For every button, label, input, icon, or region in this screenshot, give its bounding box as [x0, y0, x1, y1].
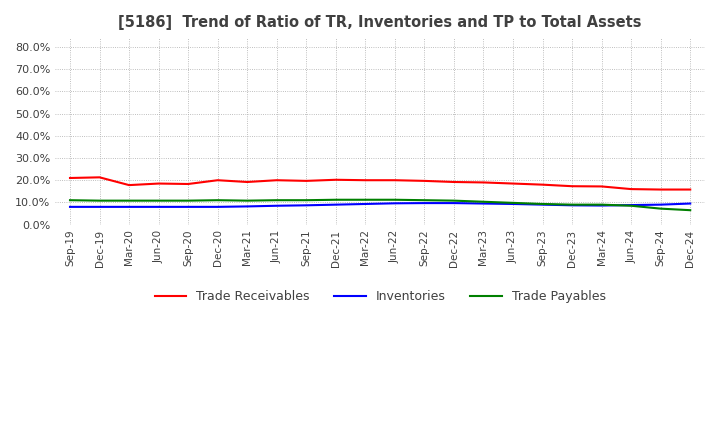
Trade Receivables [480, 180, 488, 185]
Trade Receivables [361, 178, 369, 183]
Inventories [539, 202, 547, 207]
Line: Inventories: Inventories [70, 203, 690, 207]
Trade Payables [627, 203, 636, 209]
Trade Payables [213, 198, 222, 203]
Trade Receivables [302, 178, 310, 183]
Legend: Trade Receivables, Inventories, Trade Payables: Trade Receivables, Inventories, Trade Pa… [150, 285, 611, 308]
Trade Payables [568, 202, 577, 207]
Trade Payables [243, 198, 251, 203]
Trade Payables [686, 208, 695, 213]
Inventories [449, 201, 458, 206]
Line: Trade Receivables: Trade Receivables [70, 177, 690, 190]
Trade Payables [480, 199, 488, 205]
Inventories [243, 204, 251, 209]
Inventories [272, 203, 281, 209]
Inventories [657, 202, 665, 207]
Trade Payables [598, 202, 606, 207]
Line: Trade Payables: Trade Payables [70, 200, 690, 210]
Inventories [125, 204, 133, 209]
Trade Receivables [66, 176, 74, 181]
Trade Receivables [243, 180, 251, 185]
Trade Receivables [213, 178, 222, 183]
Trade Receivables [125, 183, 133, 188]
Trade Payables [539, 202, 547, 207]
Trade Payables [509, 200, 518, 205]
Trade Receivables [539, 182, 547, 187]
Trade Payables [154, 198, 163, 203]
Trade Receivables [95, 175, 104, 180]
Trade Payables [272, 198, 281, 203]
Trade Receivables [272, 178, 281, 183]
Trade Payables [184, 198, 192, 203]
Inventories [184, 204, 192, 209]
Trade Receivables [509, 181, 518, 186]
Trade Receivables [686, 187, 695, 192]
Trade Payables [449, 198, 458, 203]
Inventories [686, 201, 695, 206]
Inventories [331, 202, 340, 207]
Inventories [627, 202, 636, 208]
Trade Receivables [627, 187, 636, 192]
Inventories [420, 201, 428, 206]
Trade Receivables [154, 181, 163, 186]
Inventories [66, 204, 74, 209]
Trade Receivables [568, 183, 577, 189]
Trade Payables [95, 198, 104, 203]
Trade Receivables [598, 184, 606, 189]
Inventories [361, 202, 369, 207]
Trade Payables [390, 197, 399, 202]
Trade Receivables [420, 178, 428, 183]
Trade Payables [125, 198, 133, 203]
Trade Payables [361, 197, 369, 202]
Title: [5186]  Trend of Ratio of TR, Inventories and TP to Total Assets: [5186] Trend of Ratio of TR, Inventories… [118, 15, 642, 30]
Trade Payables [302, 198, 310, 203]
Inventories [390, 201, 399, 206]
Trade Receivables [657, 187, 665, 192]
Trade Receivables [184, 181, 192, 187]
Inventories [480, 201, 488, 206]
Inventories [509, 202, 518, 207]
Inventories [568, 203, 577, 208]
Trade Payables [420, 198, 428, 203]
Trade Receivables [390, 178, 399, 183]
Trade Payables [657, 206, 665, 211]
Trade Payables [331, 197, 340, 202]
Inventories [598, 203, 606, 208]
Trade Receivables [449, 180, 458, 185]
Trade Receivables [331, 177, 340, 183]
Inventories [213, 204, 222, 209]
Inventories [302, 203, 310, 208]
Inventories [154, 204, 163, 209]
Inventories [95, 204, 104, 209]
Trade Payables [66, 198, 74, 203]
